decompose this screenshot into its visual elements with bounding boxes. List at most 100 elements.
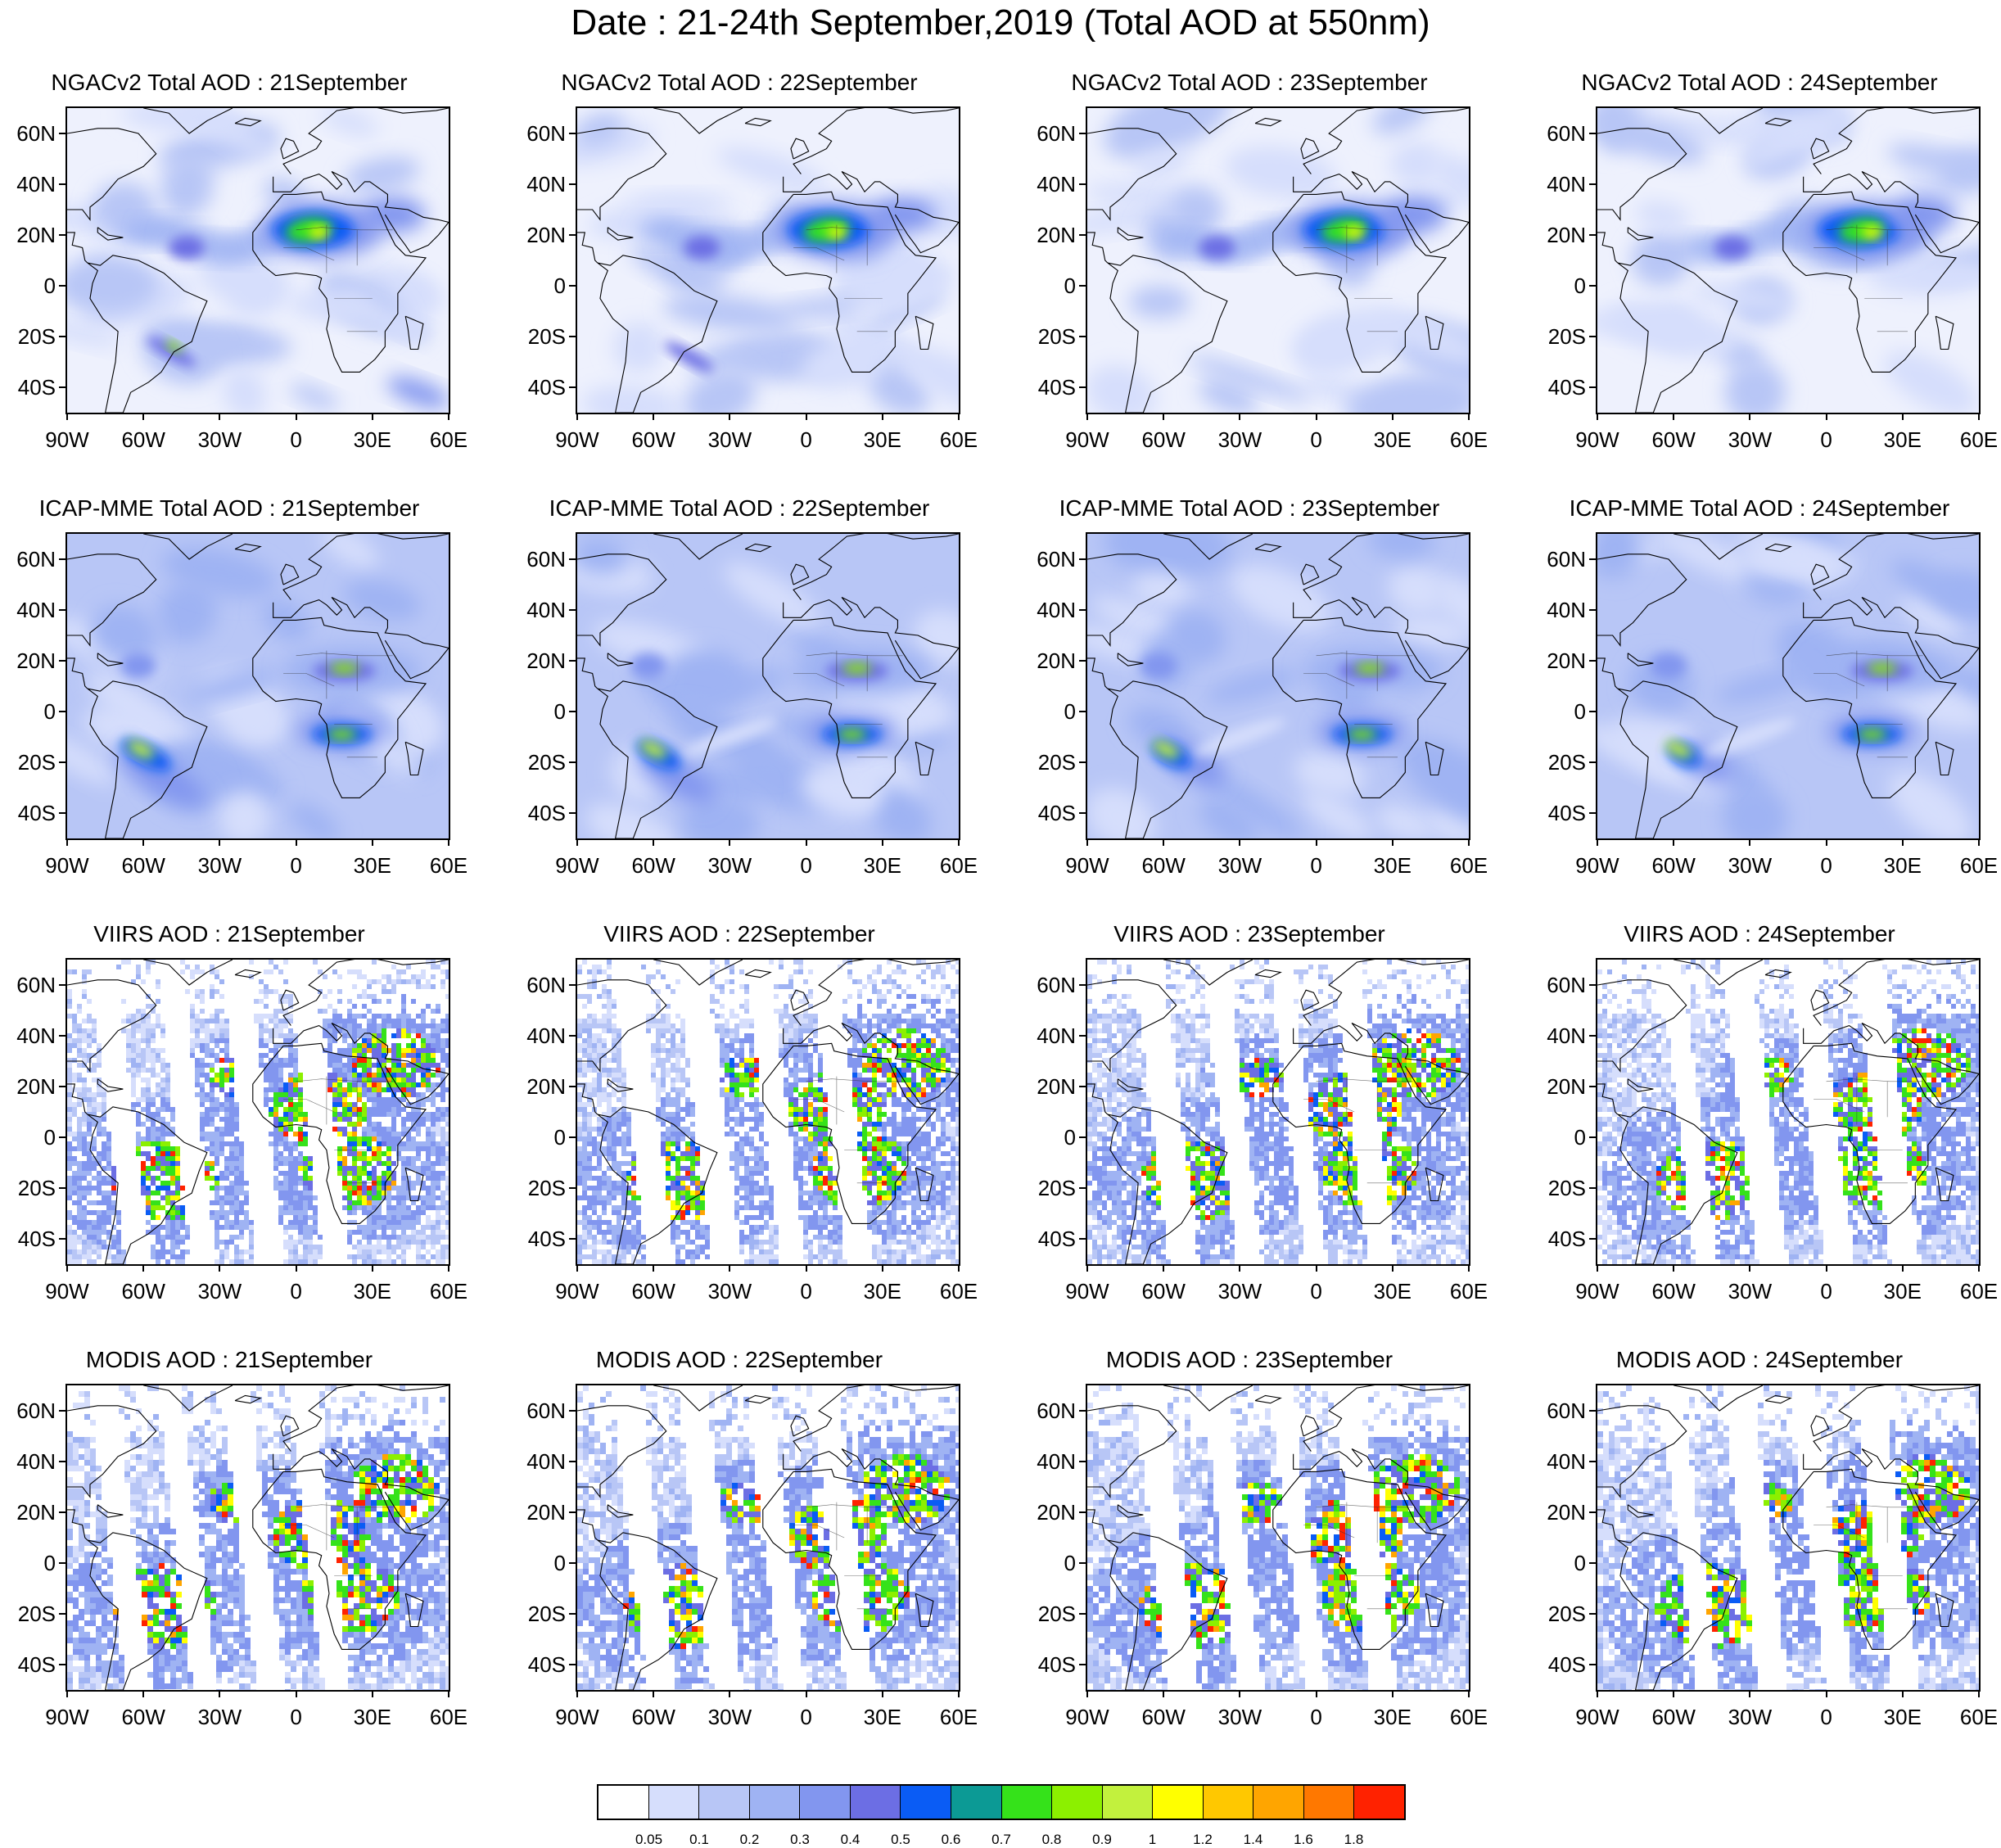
aod-pixel	[882, 1122, 887, 1127]
aod-pixel	[916, 1151, 921, 1156]
aod-pixel	[264, 1087, 269, 1092]
aod-pixel	[582, 1136, 587, 1141]
aod-pixel	[602, 1043, 607, 1048]
aod-pixel	[151, 1210, 156, 1215]
aod-pixel	[582, 1023, 587, 1028]
aod-pixel	[607, 1195, 612, 1200]
aod-pixel	[401, 1171, 406, 1176]
aod-pixel	[141, 1063, 146, 1068]
aod-pixel	[715, 965, 720, 969]
aod-pixel	[180, 1215, 185, 1220]
aod-pixel	[936, 1161, 941, 1166]
aod-pixel	[877, 1004, 882, 1009]
aod-pixel	[327, 1004, 332, 1009]
aod-pixel	[436, 1161, 440, 1166]
aod-pixel	[146, 1033, 151, 1038]
aod-pixel	[259, 1053, 264, 1058]
aod-pixel	[367, 1156, 372, 1161]
aod-pixel	[406, 1141, 411, 1146]
aod-pixel	[587, 1171, 592, 1176]
aod-pixel	[857, 1146, 862, 1151]
aod-pixel	[401, 1053, 406, 1058]
aod-pixel	[67, 1254, 72, 1259]
aod-pixel	[210, 1117, 215, 1122]
aod-pixel	[951, 1205, 955, 1210]
aod-pixel	[323, 1009, 327, 1014]
aod-pixel	[426, 1117, 431, 1122]
aod-pixel	[67, 989, 72, 994]
aod-pixel	[661, 1078, 666, 1082]
aod-pixel	[793, 1176, 798, 1181]
aod-pixel	[739, 1176, 744, 1181]
aod-pixel	[926, 1205, 931, 1210]
aod-pixel	[72, 1186, 77, 1191]
aod-pixel	[386, 1156, 391, 1161]
aod-pixel	[808, 1122, 813, 1127]
aod-pixel	[582, 1073, 587, 1078]
aod-pixel	[779, 1048, 784, 1053]
aod-pixel	[577, 1107, 582, 1112]
aod-pixel	[617, 1205, 621, 1210]
aod-pixel	[382, 1087, 386, 1092]
axis-tick	[66, 413, 68, 420]
aod-pixel	[382, 1151, 386, 1156]
aod-pixel	[436, 1073, 440, 1078]
aod-pixel	[867, 1043, 872, 1048]
aod-pixel	[936, 1102, 941, 1107]
aod-pixel	[146, 1019, 151, 1023]
aod-pixel	[92, 1063, 97, 1068]
aod-pixel	[754, 1117, 759, 1122]
aod-pixel	[793, 1058, 798, 1063]
aod-pixel	[749, 1171, 754, 1176]
aod-pixel	[862, 1033, 867, 1038]
aod-pixel	[803, 1078, 808, 1082]
aod-pixel	[386, 1225, 391, 1230]
aod-pixel	[165, 1186, 170, 1191]
aod-pixel	[170, 1230, 175, 1235]
aod-pixel	[401, 1082, 406, 1087]
aod-pixel	[607, 1146, 612, 1151]
aod-pixel	[582, 1122, 587, 1127]
aod-pixel	[269, 1087, 273, 1092]
aod-pixel	[431, 1102, 436, 1107]
aod-pixel	[931, 1073, 936, 1078]
aod-pixel	[229, 1146, 234, 1151]
aod-pixel	[229, 1122, 234, 1127]
aod-pixel	[631, 1151, 636, 1156]
aod-pixel	[887, 1028, 892, 1033]
aod-pixel	[362, 1014, 367, 1019]
aod-pixel	[421, 1014, 426, 1019]
aod-pixel	[421, 1117, 426, 1122]
aod-pixel	[695, 1151, 700, 1156]
aod-pixel	[666, 1127, 671, 1132]
axis-tick	[569, 558, 576, 560]
aod-pixel	[582, 1186, 587, 1191]
aod-pixel	[666, 1166, 671, 1171]
aod-pixel	[661, 1102, 666, 1107]
aod-pixel	[808, 1205, 813, 1210]
aod-pixel	[887, 1014, 892, 1019]
aod-pixel	[739, 1092, 744, 1097]
aod-pixel	[293, 1195, 298, 1200]
aod-pixel	[951, 1117, 955, 1122]
aod-pixel	[656, 1028, 661, 1033]
aod-pixel	[857, 1063, 862, 1068]
longitude-label: 60E	[416, 429, 481, 450]
aod-pixel	[577, 1181, 582, 1186]
aod-pixel	[445, 1151, 449, 1156]
aod-pixel	[283, 1240, 288, 1245]
aod-pixel	[239, 1205, 244, 1210]
aod-pixel	[367, 1058, 372, 1063]
aod-pixel	[264, 1014, 269, 1019]
aod-pixel	[67, 1122, 72, 1127]
aod-pixel	[160, 1078, 165, 1082]
aod-pixel	[82, 989, 87, 994]
aod-pixel	[911, 1043, 916, 1048]
aod-pixel	[72, 1240, 77, 1245]
axis-tick	[59, 1238, 66, 1240]
aod-pixel	[754, 1107, 759, 1112]
aod-pixel	[764, 1186, 769, 1191]
aod-pixel	[813, 1127, 818, 1132]
aod-pixel	[955, 1078, 959, 1082]
aod-pixel	[170, 1195, 175, 1200]
